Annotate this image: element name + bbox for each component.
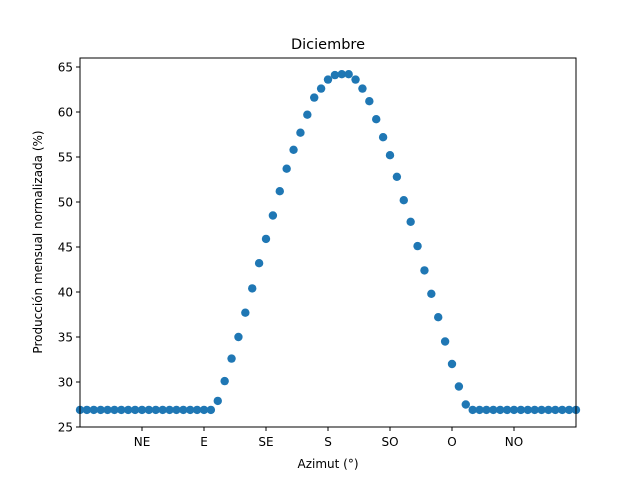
- data-point: [461, 400, 470, 409]
- y-tick-label: 35: [58, 331, 73, 345]
- data-point: [310, 93, 319, 102]
- data-point: [192, 405, 202, 415]
- y-tick-label: 65: [58, 61, 73, 75]
- data-point: [530, 405, 539, 415]
- data-point: [82, 405, 92, 415]
- data-point: [544, 405, 553, 415]
- y-tick-label: 60: [58, 106, 73, 120]
- data-point: [489, 405, 498, 415]
- data-point: [144, 405, 154, 415]
- data-point: [351, 75, 360, 84]
- y-tick-label: 30: [58, 376, 73, 390]
- data-point: [365, 97, 374, 106]
- data-point: [186, 405, 195, 415]
- plot-frame: [79, 57, 577, 428]
- data-point: [447, 359, 457, 369]
- data-point: [516, 405, 526, 415]
- x-axis-ticks: NE E SE S SO O NO: [134, 427, 523, 449]
- data-point: [564, 405, 574, 415]
- data-point: [89, 405, 98, 415]
- data-point: [275, 187, 284, 196]
- data-point: [454, 382, 464, 391]
- x-tick-label: SE: [258, 435, 273, 449]
- data-point: [502, 405, 512, 415]
- data-point: [523, 405, 532, 415]
- data-point: [303, 110, 312, 119]
- data-point: [468, 405, 477, 415]
- data-point: [158, 405, 167, 415]
- data-point: [165, 405, 174, 415]
- data-point: [254, 259, 264, 268]
- data-point: [434, 313, 443, 322]
- y-tick-label: 25: [58, 421, 73, 435]
- x-tick-label: O: [447, 435, 456, 449]
- x-tick-label: S: [324, 435, 332, 449]
- data-point: [241, 308, 250, 317]
- data-point: [399, 196, 408, 205]
- data-point: [316, 84, 326, 93]
- y-tick-label: 50: [58, 196, 73, 210]
- x-axis-label: Azimut (°): [297, 457, 358, 471]
- data-point: [261, 234, 271, 244]
- data-point: [296, 128, 305, 137]
- data-point: [103, 405, 112, 415]
- data-point: [509, 405, 519, 415]
- data-point: [151, 405, 160, 415]
- data-points: [75, 70, 581, 415]
- data-point: [124, 405, 133, 415]
- y-axis-label: Producción mensual normalizada (%): [31, 130, 45, 353]
- data-point: [330, 70, 340, 80]
- data-point: [344, 70, 353, 79]
- data-point: [227, 354, 236, 363]
- x-tick-label: NE: [134, 435, 151, 449]
- data-point: [558, 405, 567, 415]
- data-point: [372, 115, 381, 124]
- data-point: [248, 284, 257, 293]
- chart-title: Diciembre: [291, 37, 365, 53]
- y-axis-ticks: 25 30 35 40 45 50 55 60 65: [58, 61, 80, 435]
- data-point: [268, 211, 278, 220]
- x-tick-label: NO: [505, 435, 523, 449]
- data-point: [496, 405, 505, 415]
- data-point: [282, 164, 291, 173]
- data-point: [289, 145, 298, 154]
- data-point: [172, 405, 181, 415]
- data-point: [220, 376, 229, 386]
- y-tick-label: 45: [58, 241, 73, 255]
- x-tick-label: E: [200, 435, 208, 449]
- data-point: [482, 405, 491, 415]
- data-point: [378, 133, 388, 142]
- data-point: [413, 241, 422, 251]
- data-point: [427, 289, 436, 298]
- data-point: [323, 75, 333, 84]
- data-point: [420, 266, 429, 275]
- data-point: [551, 405, 560, 415]
- data-point: [96, 405, 105, 415]
- data-point: [130, 405, 140, 415]
- data-point: [234, 332, 243, 342]
- data-point: [206, 405, 216, 415]
- data-point: [117, 405, 126, 415]
- x-tick-label: SO: [381, 435, 398, 449]
- data-point: [440, 337, 450, 346]
- data-point: [392, 172, 402, 181]
- data-point: [213, 396, 222, 406]
- data-point: [406, 217, 415, 226]
- data-point: [385, 151, 395, 160]
- data-point: [137, 405, 147, 415]
- data-point: [199, 405, 209, 415]
- data-point: [475, 405, 484, 415]
- y-tick-label: 40: [58, 286, 73, 300]
- data-point: [179, 405, 188, 415]
- y-tick-label: 55: [58, 151, 73, 165]
- data-point: [537, 405, 546, 415]
- data-point: [337, 70, 346, 79]
- data-point: [358, 84, 367, 93]
- data-point: [110, 405, 119, 415]
